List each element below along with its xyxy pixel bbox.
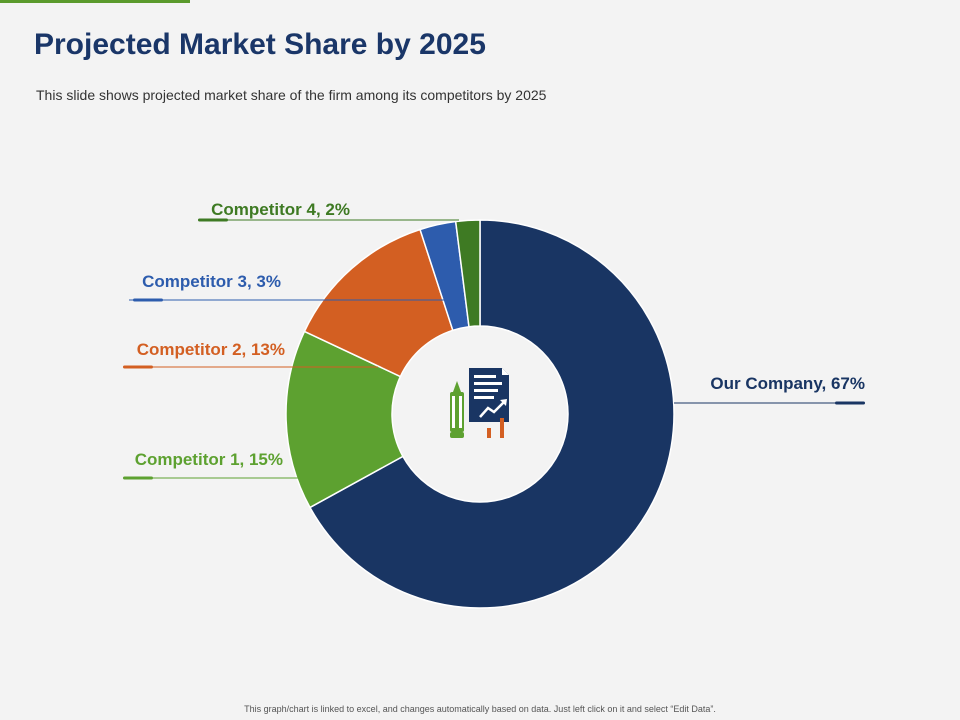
slices-layer (285, 219, 675, 609)
leader-tab-competitor-3 (133, 298, 163, 302)
page-title: Projected Market Share by 2025 (34, 28, 486, 61)
slice-label-competitor-3: Competitor 3, 3% (142, 272, 281, 291)
accent-bar (0, 0, 190, 3)
leader-lines-layer (123, 218, 865, 480)
slice-label-our-company: Our Company, 67% (710, 374, 865, 393)
slice-label-competitor-2: Competitor 2, 13% (137, 340, 285, 359)
labels-layer: Our Company, 67% Competitor 1, 15% Competi… (135, 200, 865, 469)
document-chart-with-pencil-icon (450, 368, 509, 438)
page-subtitle: This slide shows projected market share … (36, 87, 547, 103)
footer-note: This graph/chart is linked to excel, and… (244, 704, 716, 714)
leader-tab-our-company (835, 401, 865, 405)
leader-tab-competitor-4 (198, 218, 228, 222)
donut-slice-competitor-4 (454, 219, 481, 328)
leader-tab-competitor-2 (123, 365, 153, 369)
leader-tab-competitor-1 (123, 476, 153, 480)
donut-slice-competitor-1 (285, 330, 404, 509)
donut-slice-our-company (308, 219, 675, 609)
slice-label-competitor-4: Competitor 4, 2% (211, 200, 350, 219)
slice-label-competitor-1: Competitor 1, 15% (135, 450, 283, 469)
